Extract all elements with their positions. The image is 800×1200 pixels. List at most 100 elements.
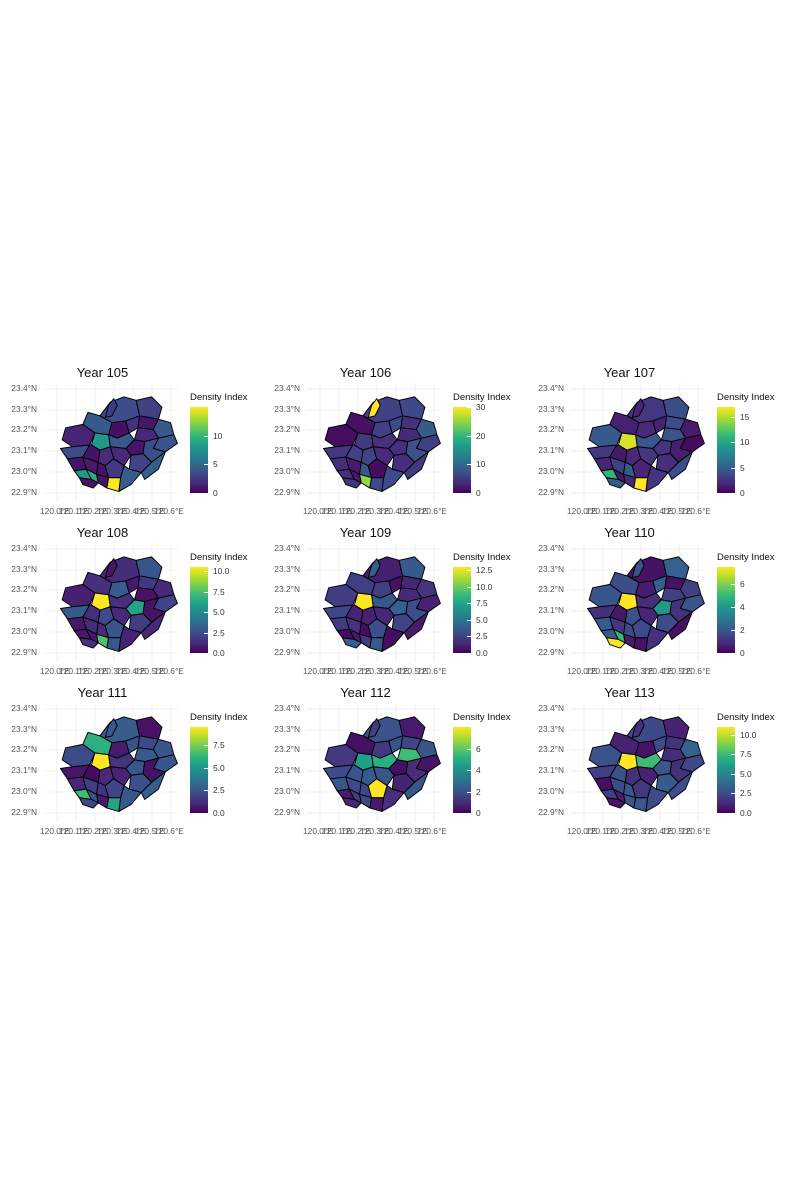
colorbar-tick-label: 6: [476, 743, 481, 754]
district-20: [667, 451, 693, 480]
y-tick-label: 23.1°N: [11, 605, 37, 615]
y-tick-label: 22.9°N: [274, 647, 300, 657]
district-30: [381, 465, 405, 492]
x-tick-label: 120.4°E: [643, 666, 673, 676]
x-tick-label: 120.0°E: [40, 506, 70, 516]
panel-title: Year 112: [340, 685, 391, 700]
colorbar-tick-label: 10: [476, 459, 486, 470]
map-svg: [307, 544, 441, 662]
x-tick-label: 120.5°E: [398, 666, 428, 676]
colorbar-tick-label: 0.0: [740, 808, 752, 818]
x-tick-label: 120.0°E: [567, 666, 597, 676]
colorbar-tick: [467, 748, 471, 750]
y-tick-label: 23.3°N: [274, 404, 300, 414]
x-tick-label: 120.5°E: [662, 506, 692, 516]
y-tick-label: 23.1°N: [538, 445, 564, 455]
y-tick-label: 23.2°N: [11, 424, 37, 434]
y-tick-label: 23.4°N: [11, 383, 37, 393]
x-tick-label: 120.5°E: [135, 826, 165, 836]
colorbar-tick: [467, 407, 471, 408]
y-tick-label: 23.2°N: [274, 424, 300, 434]
y-tick-label: 23.4°N: [538, 543, 564, 553]
map-panel-year-113: Year 113 23.4°N 23.3°N 23.2°N 23.1°N 23.0°N 22…: [527, 682, 790, 842]
x-tick-label: 120.3°E: [97, 666, 127, 676]
district-layer: [322, 556, 441, 652]
y-tick-label: 23.4°N: [274, 703, 300, 713]
district-29: [605, 797, 626, 809]
x-tick-label: 120.3°E: [97, 506, 127, 516]
district-20: [140, 771, 166, 800]
colorbar-tick: [731, 773, 735, 775]
colorbar-tick: [731, 734, 735, 736]
x-tick-label: 120.6°E: [417, 826, 447, 836]
colorbar-tick: [467, 435, 471, 437]
x-tick-label: 120.3°E: [360, 826, 390, 836]
y-tick-label: 23.4°N: [274, 543, 300, 553]
district-29: [605, 637, 626, 649]
y-tick-label: 23.2°N: [538, 424, 564, 434]
colorbar-tick: [204, 790, 208, 792]
y-tick-label: 23.2°N: [11, 584, 37, 594]
map-svg: [571, 544, 705, 662]
district-layer: [59, 396, 178, 492]
y-tick-label: 22.9°N: [11, 647, 37, 657]
colorbar-tick-label: 5.0: [213, 762, 225, 773]
map-svg: [307, 704, 441, 822]
colorbar-tick: [467, 464, 471, 466]
map-svg: [44, 384, 178, 502]
y-tick-label: 23.3°N: [274, 564, 300, 574]
y-tick-label: 23.2°N: [538, 584, 564, 594]
district-20: [667, 771, 693, 800]
district-28: [106, 477, 122, 492]
district-20: [140, 611, 166, 640]
colorbar-tick: [731, 813, 735, 814]
district-layer: [59, 716, 178, 812]
x-tick-label: 120.4°E: [379, 826, 409, 836]
panel-title: Year 108: [76, 525, 129, 540]
colorbar-tick-label: 7.5: [740, 749, 752, 760]
y-tick-label: 23.0°N: [538, 626, 564, 636]
district-29: [605, 477, 626, 489]
district-3: [631, 558, 645, 578]
x-tick-label: 120.1°E: [586, 666, 616, 676]
district-28: [633, 797, 649, 812]
x-tick-label: 120.4°E: [379, 666, 409, 676]
x-tick-label: 120.1°E: [322, 506, 352, 516]
colorbar-tick-label: 10.0: [213, 566, 230, 577]
district-1: [662, 396, 690, 420]
district-28: [106, 797, 122, 812]
colorbar-tick-label: 5.0: [476, 614, 488, 625]
district-20: [667, 611, 693, 640]
y-tick-label: 23.2°N: [11, 744, 37, 754]
colorbar-tick-label: 6: [740, 579, 745, 590]
colorbar-tick: [204, 435, 208, 437]
legend-title: Density Index: [190, 392, 248, 403]
y-tick-label: 23.0°N: [274, 626, 300, 636]
map-panel-year-109: Year 109 23.4°N 23.3°N 23.2°N 23.1°N 23.0°N 22…: [263, 522, 526, 682]
colorbar-tick: [204, 591, 208, 593]
colorbar: [717, 727, 735, 813]
x-tick-label: 120.0°E: [567, 826, 597, 836]
colorbar-tick-label: 0.0: [213, 648, 225, 658]
colorbar-tick-label: 4: [476, 765, 481, 775]
colorbar-tick: [204, 493, 208, 494]
x-tick-label: 120.1°E: [322, 826, 352, 836]
district-18: [636, 606, 659, 627]
panel-title: Year 106: [339, 365, 392, 380]
colorbar: [190, 407, 208, 493]
x-tick-label: 120.3°E: [624, 666, 654, 676]
y-tick-label: 23.2°N: [274, 744, 300, 754]
district-3: [367, 558, 381, 578]
colorbar-tick: [467, 619, 471, 621]
colorbar-tick-label: 0.0: [476, 648, 488, 658]
district-18: [636, 446, 659, 467]
colorbar-tick: [204, 745, 208, 747]
y-tick-label: 23.3°N: [538, 404, 564, 414]
x-tick-label: 120.6°E: [681, 666, 711, 676]
y-tick-label: 23.4°N: [274, 383, 300, 393]
colorbar-tick-label: 15: [740, 412, 750, 423]
panel-title: Year 107: [603, 365, 656, 380]
y-tick-label: 23.3°N: [11, 724, 37, 734]
x-tick-label: 120.0°E: [303, 666, 333, 676]
colorbar-tick: [731, 442, 735, 444]
